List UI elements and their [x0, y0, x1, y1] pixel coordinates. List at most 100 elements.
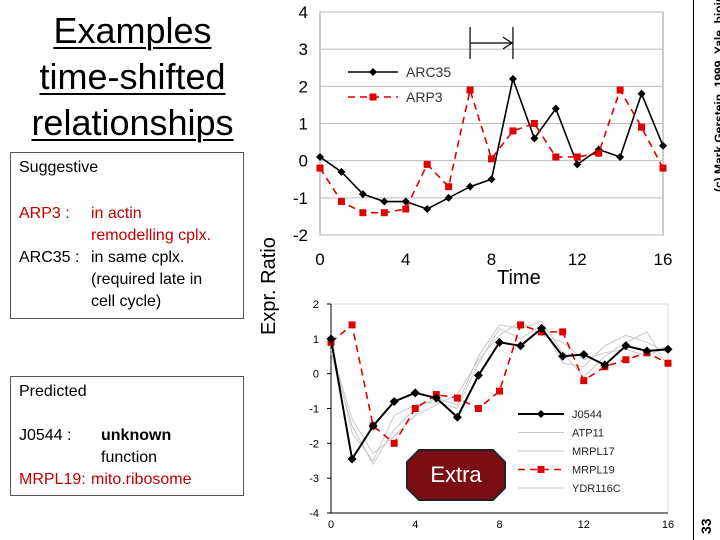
top-point-arc35 [573, 160, 582, 169]
top-point-arc35 [551, 104, 560, 113]
arc35-text-1: in same cplx. [91, 249, 185, 266]
top-point-arp3 [573, 153, 581, 161]
bottom-point-j0544 [347, 454, 357, 464]
top-point-arc35 [616, 152, 625, 161]
page-number: 33 [698, 518, 714, 534]
bottom-point-j0544 [537, 323, 547, 333]
j0544-text-1: unknown [101, 427, 172, 444]
slide-title: Examples time-shifted relationships [10, 8, 255, 146]
bottom-legend-label: YDR116C [572, 483, 621, 495]
bottom-point-mrpl19 [390, 439, 398, 447]
top-point-arp3 [402, 205, 410, 213]
bottom-point-mrpl19 [474, 405, 482, 412]
bottom-point-mrpl19 [559, 328, 567, 336]
top-x-tick-label: 12 [568, 250, 587, 269]
top-point-arp3 [316, 164, 324, 172]
top-point-arc35 [444, 193, 453, 202]
mrpl19-label: MRPL19: [19, 471, 86, 488]
bottom-point-mrpl19 [348, 321, 356, 329]
bottom-point-mrpl19 [517, 321, 525, 329]
bottom-point-j0544 [516, 341, 526, 351]
bottom-point-j0544 [431, 393, 441, 403]
top-legend-marker [369, 68, 377, 76]
top-point-arc35 [423, 204, 432, 213]
top-y-tick-label: 4 [299, 3, 308, 22]
top-point-arc35 [637, 89, 646, 98]
top-point-arp3 [509, 127, 517, 135]
title-line-3: relationships [31, 102, 234, 143]
bottom-legend-marker [537, 410, 545, 418]
top-point-arp3 [488, 155, 495, 163]
bottom-legend-marker [537, 466, 545, 473]
top-legend-label: ARC35 [406, 64, 451, 80]
bottom-point-j0544 [642, 346, 652, 356]
arc35-text-2: (required late in [91, 271, 203, 288]
arp3-label: ARP3 : [19, 205, 70, 222]
bottom-point-mrpl19 [453, 394, 461, 402]
arc35-label: ARC35 : [19, 249, 80, 266]
bottom-series-line-atp11 [330, 324, 669, 462]
bottom-point-j0544 [326, 334, 336, 344]
y-axis-label: Expr. Ratio [258, 237, 280, 335]
top-point-arc35 [358, 190, 367, 199]
bottom-y-tick-label: 1 [313, 334, 319, 346]
side-credit: (c) Mark Gerstein, 1999, Yale, bioinfo.m… [712, 0, 720, 192]
suggestive-header: Suggestive [19, 159, 99, 176]
bottom-point-mrpl19 [622, 356, 630, 364]
bottom-x-tick-label: 4 [412, 519, 418, 531]
bottom-legend-label: MRPL17 [572, 446, 615, 458]
bottom-point-j0544 [389, 397, 399, 407]
predicted-box: Predicted J0544 : unknown function MRPL1… [10, 376, 244, 496]
top-point-arc35 [466, 182, 475, 191]
top-y-tick-label: 0 [299, 152, 308, 171]
top-point-arc35 [337, 167, 346, 176]
bottom-legend-label: J0544 [572, 409, 602, 421]
bottom-x-tick-label: 0 [328, 519, 334, 531]
bottom-point-j0544 [410, 388, 420, 398]
side-divider [693, 0, 694, 540]
bottom-point-j0544 [600, 360, 610, 370]
bottom-point-mrpl19 [411, 405, 419, 412]
top-point-arp3 [423, 160, 431, 168]
top-point-arp3 [380, 209, 388, 217]
top-point-arp3 [616, 86, 624, 94]
j0544-text-2: function [101, 449, 158, 466]
top-series-line-arp3 [319, 86, 664, 214]
shift-arrow-head [502, 36, 514, 50]
title-line-1: Examples [53, 10, 212, 51]
bottom-legend-label: ATP11 [572, 428, 604, 440]
bottom-point-j0544 [663, 344, 673, 354]
top-point-arp3 [445, 183, 453, 191]
top-point-arc35 [316, 152, 324, 161]
top-point-arp3 [337, 198, 345, 206]
bottom-point-j0544 [558, 351, 568, 361]
top-x-tick-label: 16 [654, 250, 673, 269]
bottom-point-mrpl19 [580, 377, 588, 385]
extra-label: Extra [430, 462, 482, 487]
bottom-y-tick-label: 2 [313, 299, 319, 311]
top-point-arc35 [380, 197, 389, 206]
top-point-arc35 [530, 134, 539, 143]
bottom-series-line-mrpl19 [330, 323, 669, 445]
bottom-y-tick-label: -3 [309, 473, 319, 485]
j0544-label: J0544 : [19, 427, 72, 444]
top-y-tick-label: 2 [299, 77, 308, 96]
bottom-x-tick-label: 8 [496, 519, 502, 531]
bottom-y-tick-label: 0 [313, 369, 319, 381]
top-point-arp3 [466, 86, 474, 94]
suggestive-box: Suggestive ARP3 : in actin remodelling c… [10, 152, 244, 319]
bottom-legend-box [514, 404, 664, 502]
top-x-tick-label: 0 [315, 250, 324, 269]
bottom-point-j0544 [495, 337, 504, 347]
top-point-arc35 [487, 175, 496, 184]
bottom-legend-label: MRPL19 [572, 465, 615, 477]
top-point-arp3 [659, 164, 667, 172]
top-point-arp3 [530, 120, 538, 127]
mrpl19-text: mito.ribosome [91, 471, 192, 488]
extra-button[interactable]: Extra [405, 448, 507, 502]
top-legend-marker [369, 93, 377, 101]
title-line-2: time-shifted [39, 56, 226, 97]
top-point-arp3 [359, 209, 367, 217]
x-axis-label: Time [497, 267, 541, 289]
